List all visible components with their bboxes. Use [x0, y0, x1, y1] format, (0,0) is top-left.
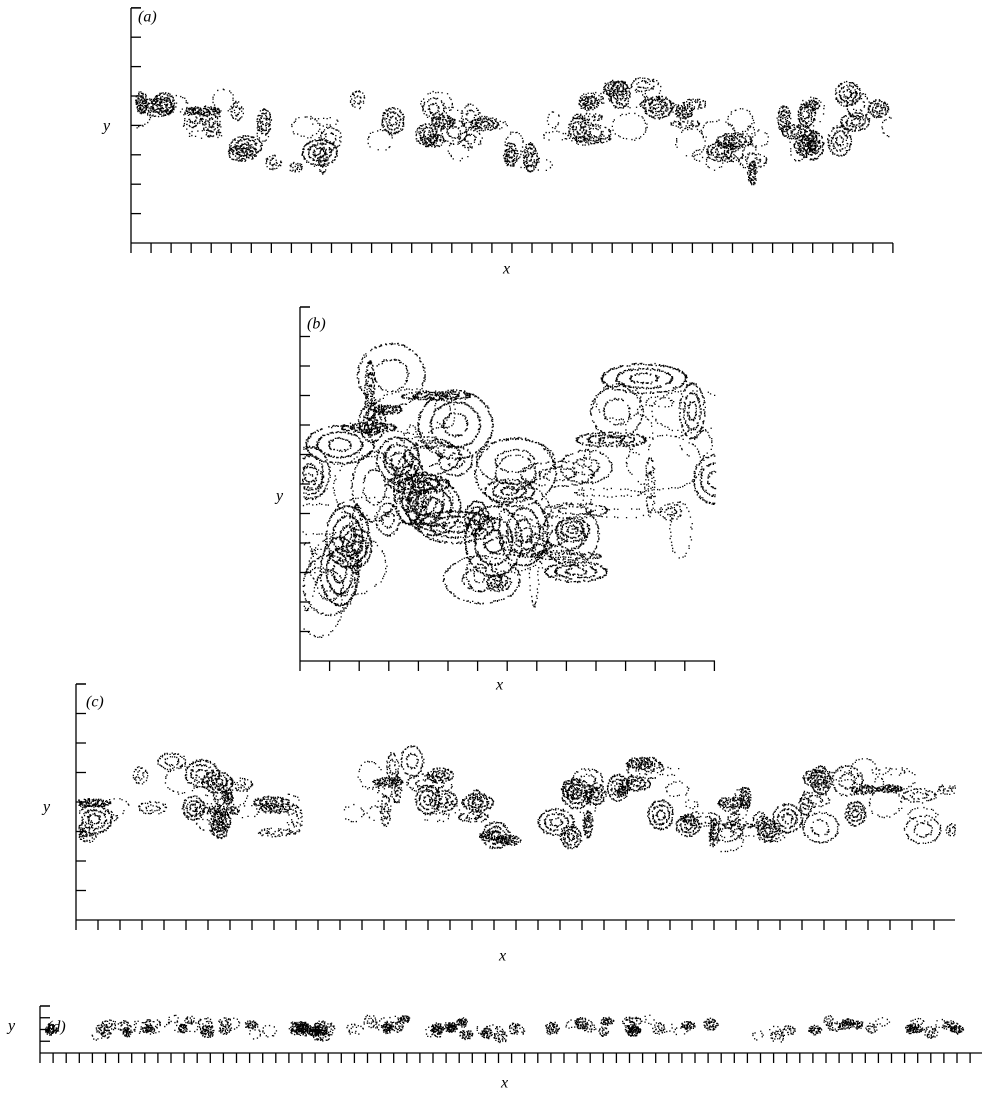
panel-label: (c)	[86, 694, 104, 711]
y-label: y	[101, 118, 111, 135]
panel-label: (d)	[47, 1019, 66, 1036]
panel-label: (a)	[138, 9, 157, 26]
x-label: x	[500, 1075, 508, 1092]
x-label: x	[495, 677, 503, 694]
y-label: y	[6, 1018, 16, 1035]
contour-dots	[135, 77, 892, 186]
contour-dots	[45, 1014, 965, 1044]
contour-dots	[78, 745, 957, 853]
x-label: x	[502, 261, 510, 278]
x-label: x	[498, 948, 506, 965]
y-label: y	[41, 799, 51, 816]
panel-label: (b)	[307, 316, 326, 333]
y-label: y	[274, 488, 284, 505]
contour-dots	[302, 342, 717, 638]
